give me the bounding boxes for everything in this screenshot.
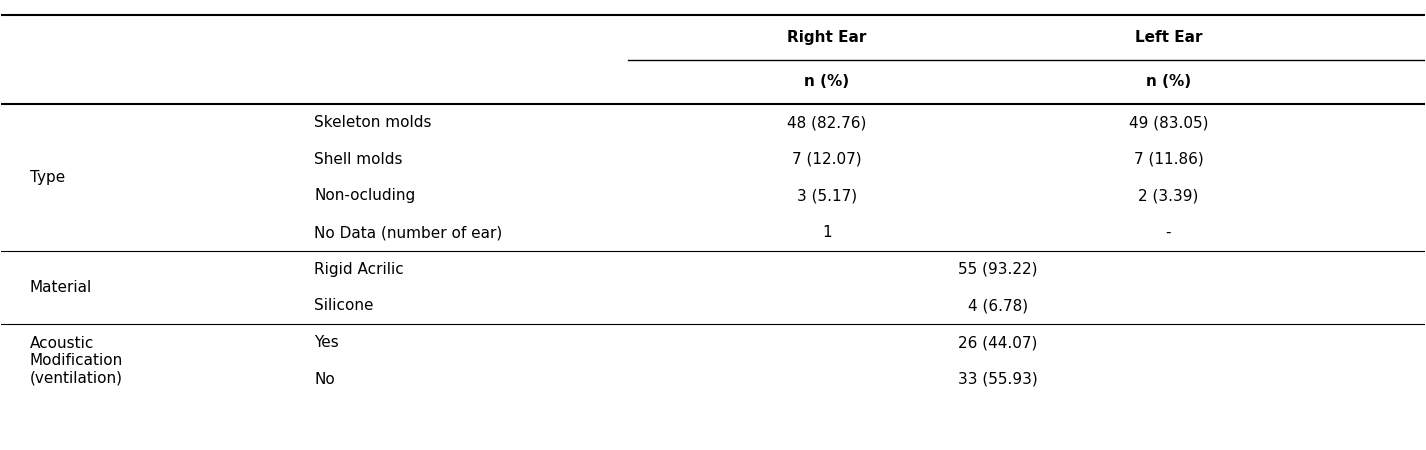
Text: Type: Type <box>30 170 66 185</box>
Text: Right Ear: Right Ear <box>787 30 867 45</box>
Text: n (%): n (%) <box>804 74 850 90</box>
Text: -: - <box>1165 225 1171 240</box>
Text: n (%): n (%) <box>1147 74 1191 90</box>
Text: 7 (12.07): 7 (12.07) <box>791 152 861 167</box>
Text: 26 (44.07): 26 (44.07) <box>958 335 1037 350</box>
Text: Shell molds: Shell molds <box>315 152 404 167</box>
Text: Non-ocluding: Non-ocluding <box>315 189 416 203</box>
Text: 7 (11.86): 7 (11.86) <box>1134 152 1204 167</box>
Text: Rigid Acrilic: Rigid Acrilic <box>315 262 404 277</box>
Text: No Data (number of ear): No Data (number of ear) <box>315 225 503 240</box>
Text: 2 (3.39): 2 (3.39) <box>1138 189 1199 203</box>
Text: 48 (82.76): 48 (82.76) <box>787 115 867 130</box>
Text: Left Ear: Left Ear <box>1135 30 1202 45</box>
Text: 55 (93.22): 55 (93.22) <box>958 262 1037 277</box>
Text: 3 (5.17): 3 (5.17) <box>797 189 857 203</box>
Text: Yes: Yes <box>315 335 339 350</box>
Text: 4 (6.78): 4 (6.78) <box>968 298 1028 314</box>
Text: No: No <box>315 372 335 387</box>
Text: 1: 1 <box>821 225 831 240</box>
Text: 49 (83.05): 49 (83.05) <box>1129 115 1208 130</box>
Text: Material: Material <box>30 280 93 295</box>
Text: 33 (55.93): 33 (55.93) <box>958 372 1038 387</box>
Text: Acoustic
Modification
(ventilation): Acoustic Modification (ventilation) <box>30 336 123 386</box>
Text: Silicone: Silicone <box>315 298 374 314</box>
Text: Skeleton molds: Skeleton molds <box>315 115 432 130</box>
